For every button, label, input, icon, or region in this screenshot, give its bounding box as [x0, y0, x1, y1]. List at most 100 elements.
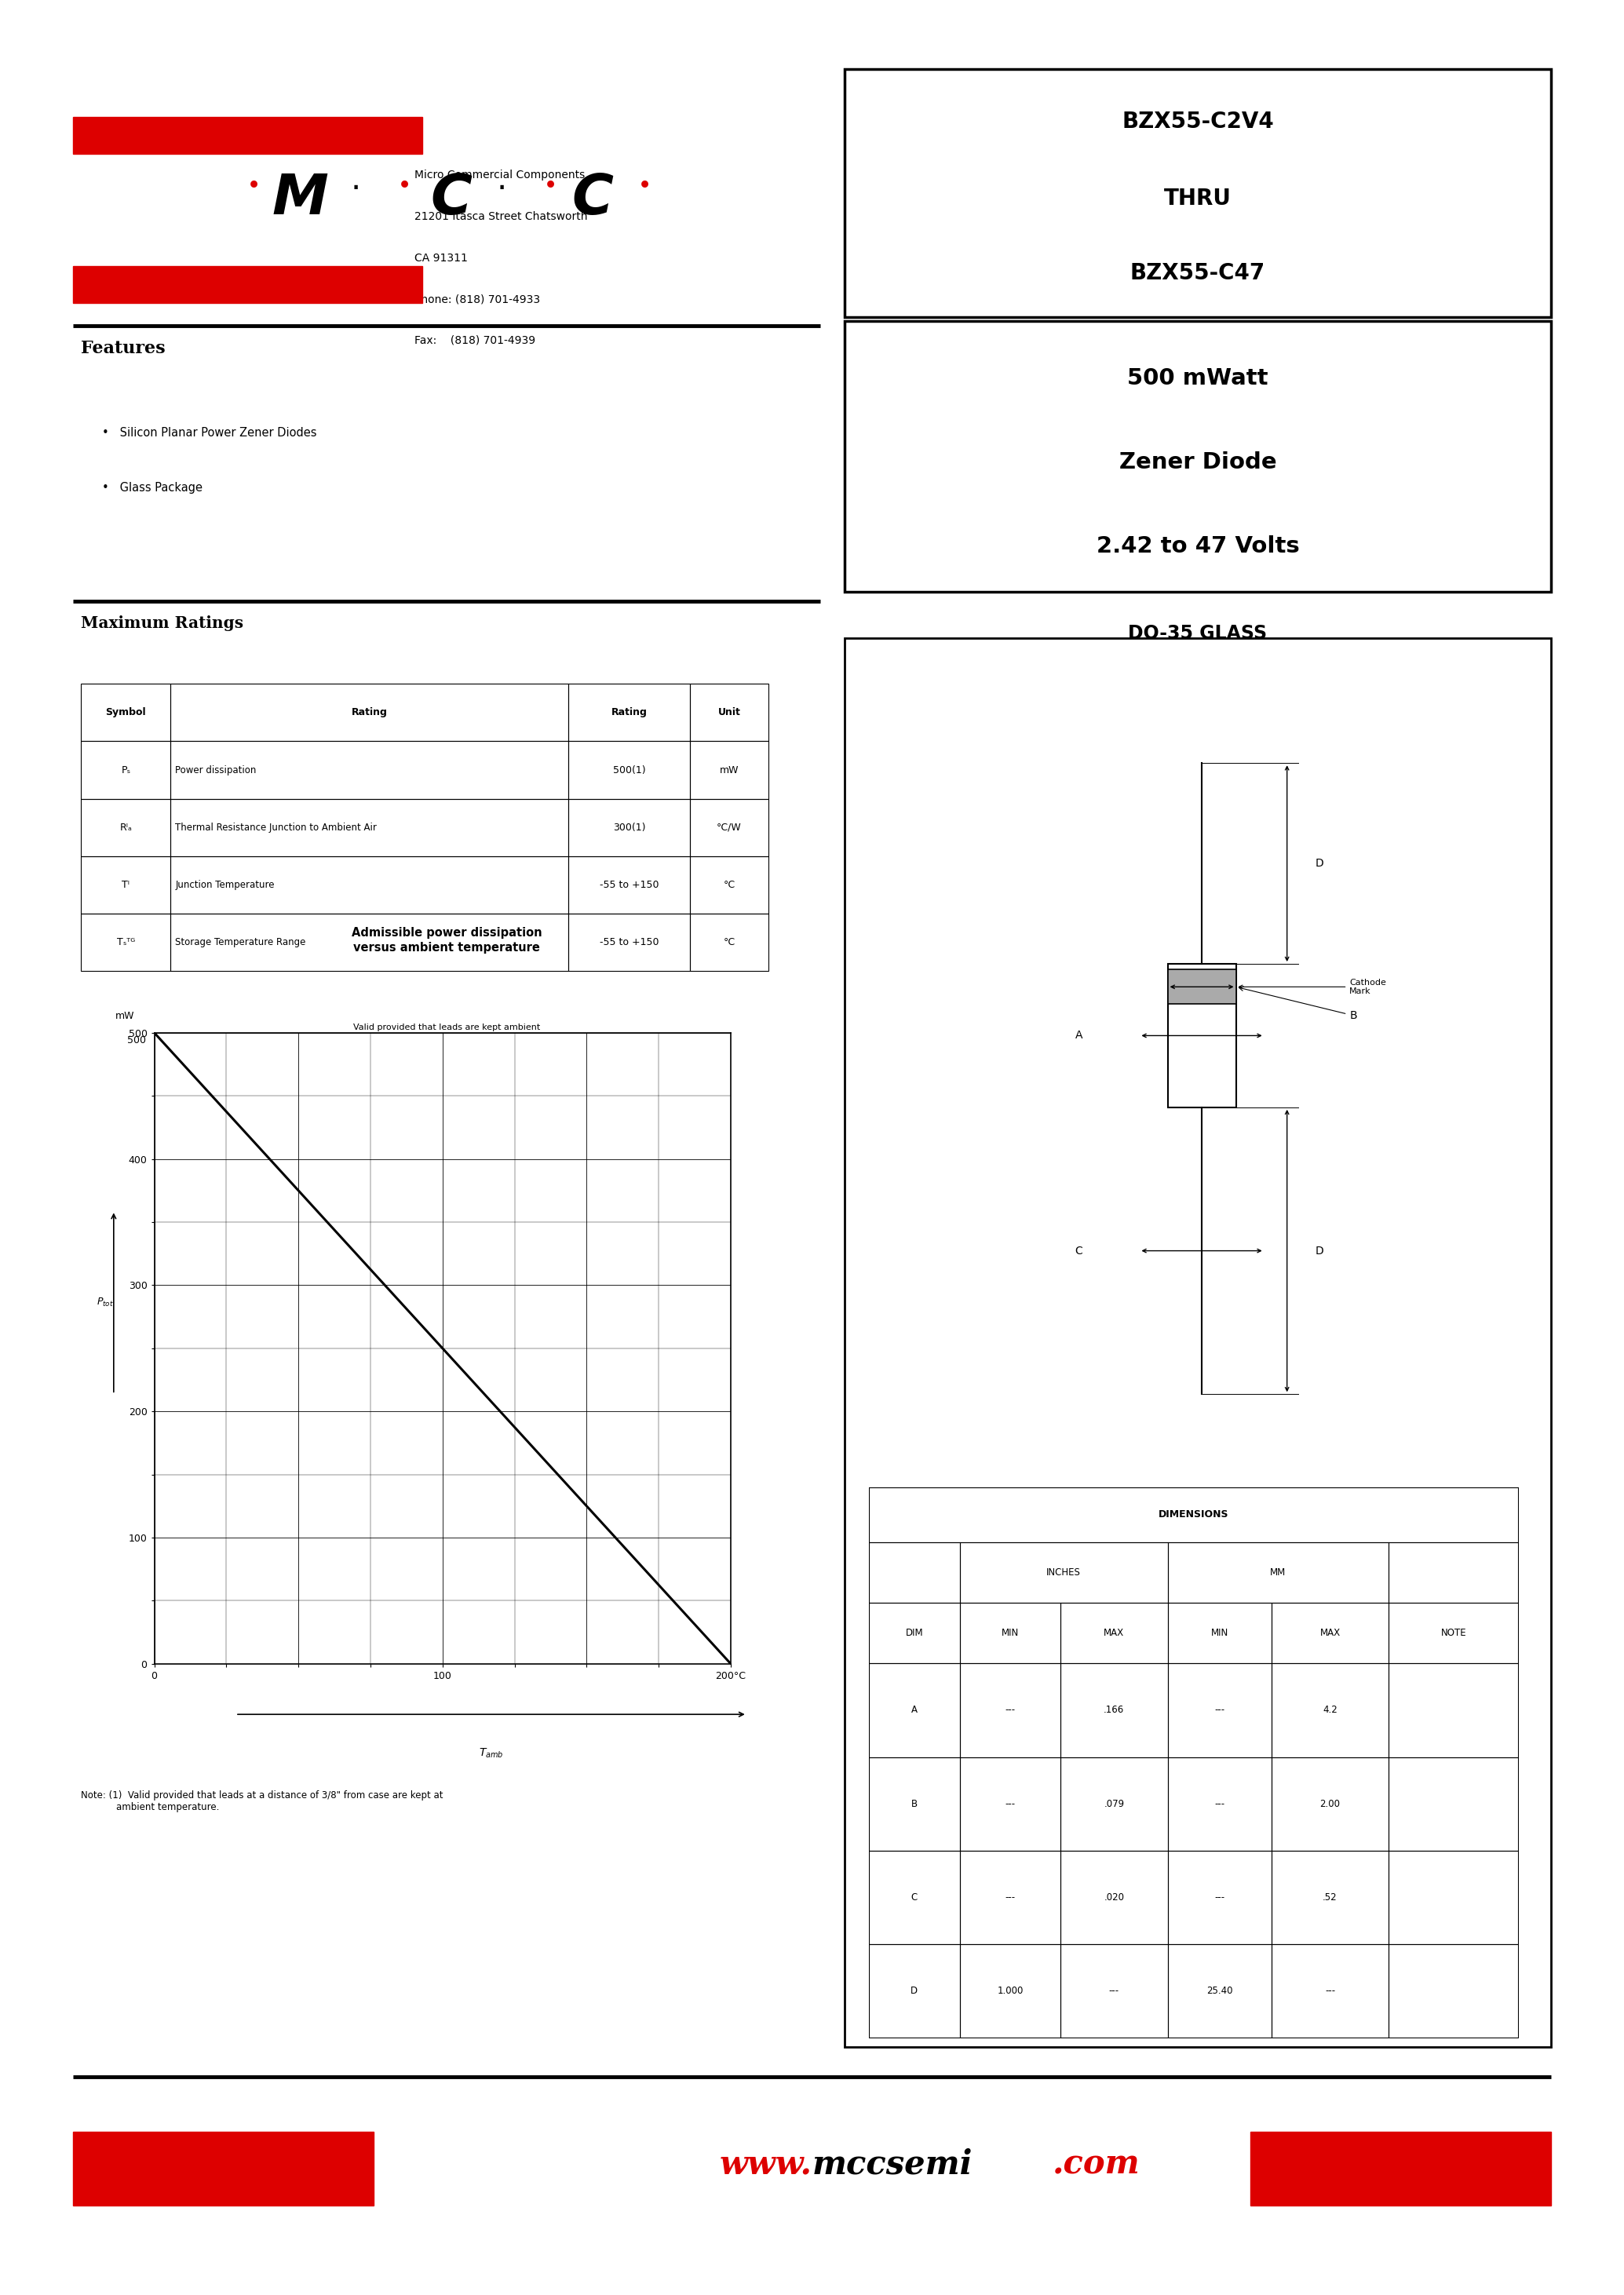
- Bar: [869, 1542, 960, 1602]
- Text: $\bullet$: $\bullet$: [542, 172, 555, 195]
- Bar: [1168, 968, 1236, 1005]
- Bar: [1168, 964, 1236, 1106]
- Bar: [869, 1487, 1518, 1542]
- Text: .166: .166: [1104, 1705, 1124, 1714]
- Bar: [844, 638, 1551, 2047]
- Text: DO-35 GLASS: DO-35 GLASS: [1129, 624, 1267, 643]
- Text: 2.00: 2.00: [1320, 1799, 1340, 1808]
- Bar: [869, 1664, 960, 1758]
- Text: A: A: [911, 1705, 918, 1714]
- Text: •   Glass Package: • Glass Package: [102, 482, 203, 493]
- Text: Features: Features: [81, 340, 166, 358]
- Text: Tᴵ: Tᴵ: [122, 879, 130, 890]
- Text: 2.42 to 47 Volts: 2.42 to 47 Volts: [1096, 535, 1299, 558]
- Bar: [1389, 1602, 1518, 1664]
- Bar: [960, 1758, 1060, 1850]
- Text: $\cdot$: $\cdot$: [495, 172, 505, 204]
- Text: Symbol: Symbol: [106, 707, 146, 718]
- Bar: [1168, 1944, 1272, 2038]
- Bar: [690, 741, 768, 799]
- Text: C: C: [911, 1893, 918, 1903]
- Text: C: C: [1075, 1246, 1083, 1255]
- Bar: [690, 856, 768, 913]
- Text: .com: .com: [1052, 2148, 1140, 2180]
- Bar: [171, 856, 568, 913]
- Bar: [1272, 1602, 1389, 1664]
- Bar: [568, 741, 690, 799]
- Bar: [171, 799, 568, 856]
- Text: •   Silicon Planar Power Zener Diodes: • Silicon Planar Power Zener Diodes: [102, 427, 317, 438]
- Text: Pₛ: Pₛ: [122, 764, 130, 776]
- Text: $\cdot$: $\cdot$: [349, 172, 359, 204]
- Bar: [960, 1602, 1060, 1664]
- Bar: [1060, 1758, 1168, 1850]
- Text: BZX55-C2V4: BZX55-C2V4: [1122, 110, 1273, 133]
- Text: Storage Temperature Range: Storage Temperature Range: [175, 936, 305, 948]
- Text: $P_{tot}$: $P_{tot}$: [97, 1297, 114, 1308]
- Text: 4.2: 4.2: [1322, 1705, 1338, 1714]
- Bar: [869, 1758, 960, 1850]
- Text: Admissible power dissipation
versus ambient temperature: Admissible power dissipation versus ambi…: [351, 927, 542, 952]
- Text: Junction Temperature: Junction Temperature: [175, 879, 274, 890]
- Bar: [1060, 1850, 1168, 1944]
- Text: °C/W: °C/W: [716, 822, 742, 833]
- Bar: [1168, 1758, 1272, 1850]
- Bar: [844, 69, 1551, 317]
- Bar: [1168, 1542, 1389, 1602]
- Text: MM: MM: [1270, 1567, 1286, 1577]
- Text: D: D: [1315, 1246, 1324, 1255]
- Bar: [960, 1944, 1060, 2038]
- Text: 25.40: 25.40: [1207, 1985, 1233, 1997]
- Bar: [1060, 1602, 1168, 1664]
- Text: ---: ---: [1005, 1705, 1015, 1714]
- Text: Cathode
Mark: Cathode Mark: [1239, 978, 1387, 996]
- Text: 21201 Itasca Street Chatsworth: 21201 Itasca Street Chatsworth: [414, 211, 588, 223]
- Bar: [690, 684, 768, 741]
- Bar: [1272, 1850, 1389, 1944]
- Text: $T_{amb}$: $T_{amb}$: [479, 1746, 503, 1760]
- Bar: [81, 856, 171, 913]
- Text: Power dissipation: Power dissipation: [175, 764, 257, 776]
- Bar: [1060, 1664, 1168, 1758]
- Bar: [1250, 2132, 1551, 2205]
- Text: M: M: [273, 172, 328, 227]
- Bar: [869, 1850, 960, 1944]
- Text: 500: 500: [127, 1035, 146, 1044]
- Bar: [1389, 1542, 1518, 1602]
- Text: ---: ---: [1325, 1985, 1335, 1997]
- Bar: [1389, 1664, 1518, 1758]
- Text: .52: .52: [1322, 1893, 1338, 1903]
- Text: .079: .079: [1104, 1799, 1124, 1808]
- Bar: [568, 684, 690, 741]
- Text: Phone: (818) 701-4933: Phone: (818) 701-4933: [414, 294, 539, 305]
- Text: C: C: [430, 172, 473, 227]
- Text: BZX55-C47: BZX55-C47: [1130, 262, 1265, 285]
- Bar: [869, 1602, 960, 1664]
- Text: A: A: [1075, 1030, 1083, 1042]
- Text: $\bullet$: $\bullet$: [245, 172, 258, 195]
- Bar: [171, 684, 568, 741]
- Text: CA 91311: CA 91311: [414, 252, 468, 264]
- Bar: [568, 913, 690, 971]
- Text: Tₛᵀᴳ: Tₛᵀᴳ: [117, 936, 135, 948]
- Bar: [73, 117, 422, 154]
- Text: Rating: Rating: [351, 707, 388, 718]
- Bar: [1389, 1944, 1518, 2038]
- Bar: [81, 913, 171, 971]
- Text: Zener Diode: Zener Diode: [1119, 452, 1276, 473]
- Bar: [1168, 1850, 1272, 1944]
- Text: Micro Commercial Components: Micro Commercial Components: [414, 170, 585, 181]
- Bar: [1168, 1664, 1272, 1758]
- Text: Thermal Resistance Junction to Ambient Air: Thermal Resistance Junction to Ambient A…: [175, 822, 377, 833]
- Bar: [73, 266, 422, 303]
- Text: mW: mW: [115, 1012, 135, 1021]
- Bar: [568, 799, 690, 856]
- Text: ---: ---: [1005, 1893, 1015, 1903]
- Bar: [690, 799, 768, 856]
- Text: C: C: [572, 172, 614, 227]
- Text: 500 mWatt: 500 mWatt: [1127, 367, 1268, 390]
- Bar: [690, 913, 768, 971]
- Bar: [171, 913, 568, 971]
- Text: ---: ---: [1109, 1985, 1119, 1997]
- Text: MIN: MIN: [1002, 1627, 1018, 1639]
